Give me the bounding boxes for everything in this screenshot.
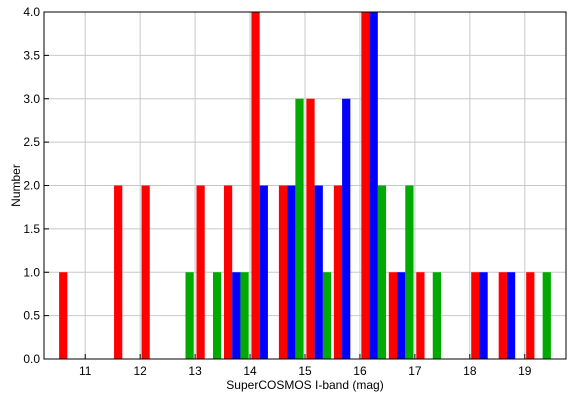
bar-series0-9	[361, 12, 370, 359]
x-tick-label-8: 19	[518, 364, 532, 378]
bar-series2-8	[506, 272, 516, 359]
bar-series1-5	[377, 185, 387, 359]
x-tick-label-2: 13	[188, 364, 202, 378]
y-tick-label-7: 3.5	[23, 48, 40, 62]
bar-series2-6	[397, 272, 406, 359]
bar-series1-1	[212, 272, 222, 359]
y-tick-label-0: 0.0	[23, 352, 40, 366]
bar-series0-8	[333, 185, 343, 359]
y-tick-label-3: 1.5	[23, 222, 40, 236]
y-tick-label-1: 0.5	[23, 309, 40, 323]
x-tick-label-6: 17	[408, 364, 422, 378]
bar-series2-2	[287, 185, 296, 359]
bar-series2-5	[369, 12, 378, 359]
x-tick-label-4: 15	[298, 364, 312, 378]
bar-series1-8	[542, 272, 551, 359]
y-tick-label-6: 3.0	[23, 92, 40, 106]
bar-series1-6	[405, 185, 414, 359]
bar-series0-7	[306, 98, 315, 359]
bar-series2-1	[259, 185, 268, 359]
y-tick-label-5: 2.5	[23, 135, 40, 149]
bar-series2-7	[479, 272, 488, 359]
y-tick-labels: 0.0 0.5 1.0 1.5 2.0 2.5 3.0 3.5 4.0	[23, 5, 49, 366]
bar-series0-12	[471, 272, 480, 359]
grid-lines	[44, 11, 566, 360]
bar-series1-0	[185, 272, 194, 359]
bar-series2-3	[314, 185, 323, 359]
bar-series0-10	[388, 272, 398, 359]
bar-series0-0	[59, 272, 68, 359]
bar-series0-11	[416, 272, 425, 359]
y-tick-label-4: 2.0	[23, 179, 40, 193]
y-axis-label: Number	[9, 164, 23, 207]
bar-series1-2	[240, 272, 249, 359]
x-tick-label-0: 11	[79, 364, 92, 378]
bar-series1-7	[432, 272, 441, 359]
bar-series1-3	[295, 98, 304, 359]
bar-series0-2	[141, 185, 150, 359]
bar-series2-4	[342, 98, 351, 359]
bar-series0-1	[114, 185, 123, 359]
y-tick-label-8: 4.0	[23, 5, 40, 19]
x-axis-label: SuperCOSMOS I-band (mag)	[226, 378, 383, 392]
y-tick-label-2: 1.0	[23, 265, 40, 279]
bar-series0-4	[223, 185, 233, 359]
x-tick-label-1: 12	[133, 364, 147, 378]
x-tick-label-3: 14	[243, 364, 257, 378]
bar-series0-3	[196, 185, 205, 359]
x-tick-labels: 11 12 13 14 15 16 17 18 19	[79, 354, 532, 378]
bar-series0-14	[526, 272, 535, 359]
x-tick-label-5: 16	[353, 364, 367, 378]
x-tick-label-7: 18	[463, 364, 477, 378]
bar-series1-4	[322, 272, 332, 359]
bars	[59, 12, 551, 359]
bar-series2-0	[232, 272, 241, 359]
bar-series0-6	[278, 185, 288, 359]
bar-series0-13	[498, 272, 507, 359]
bar-series0-5	[251, 12, 260, 359]
